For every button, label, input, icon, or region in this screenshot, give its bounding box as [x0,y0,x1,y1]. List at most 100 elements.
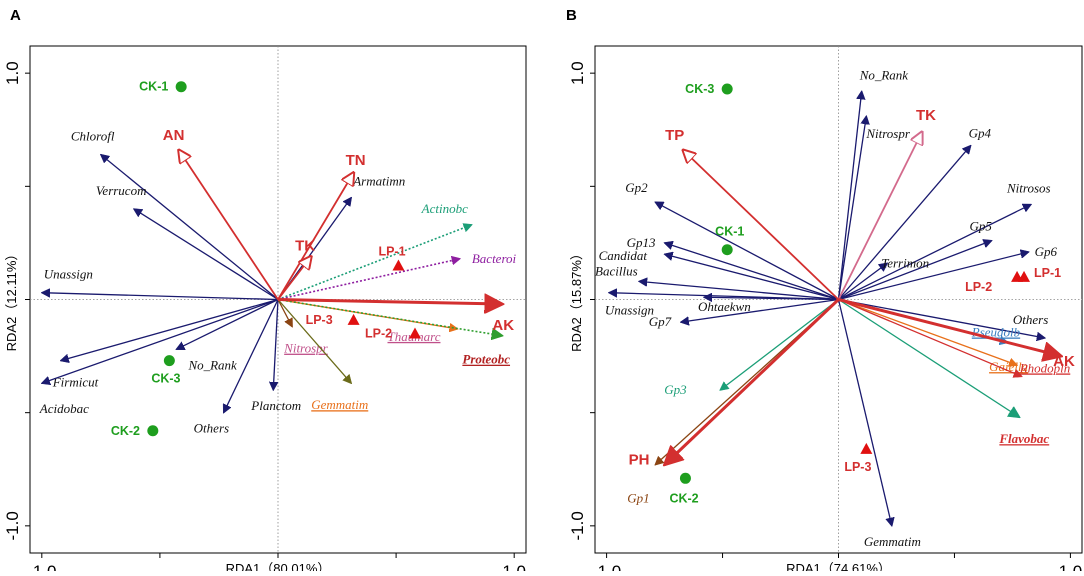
x-tick-label: -1.0 [27,562,56,571]
species-arrow-gp4 [838,146,971,300]
species-arrow-nitrospr [837,116,867,300]
sample-label-ck-2: CK-2 [111,424,140,438]
env-label-an: AN [163,127,185,144]
x-axis-label: RDA1（80.01%） [226,561,331,571]
species-arrow-firmicut [61,298,279,361]
species-label-proteobc: Proteobc [462,352,510,367]
species-label-terrimon: Terrimon [881,255,929,270]
species-arrow-gp5 [838,241,992,301]
sample-label-lp-3: LP-3 [844,460,871,474]
species-arrow-gemmatim [837,299,892,526]
sample-point-ck-3 [721,83,733,95]
env-arrow-tk [837,132,922,300]
species-label-bacillus: Bacillus [595,263,638,278]
species-label-acidobac: Acidobac [39,401,89,416]
sample-point-lp-2 [1011,270,1024,282]
species-label-gp5: Gp5 [970,219,993,234]
species-arrow-rhodopln [838,298,1022,377]
sample-point-ck-1 [175,81,187,93]
env-label-tn: TN [346,152,366,169]
species-arrow-bacteroi [277,259,460,301]
sample-label-lp-3: LP-3 [306,313,333,327]
species-arrow-gp6 [838,252,1029,301]
species-label-others: Others [194,421,229,436]
sample-label-ck-1: CK-1 [139,80,168,94]
species-label-actinobc: Actinobc [421,201,468,216]
species-label-verrucom: Verrucom [96,183,147,198]
species-label-gemmatim: Gemmatim [864,534,921,549]
species-arrow-thaumarc [277,298,458,329]
species-label-nitrospr: Nitrospr [283,341,329,356]
species-arrow-bacillus [639,281,839,301]
y-tick-label: -1.0 [568,511,587,540]
sample-point-lp-3 [860,442,873,454]
species-arrow-nitrosos [838,204,1031,301]
sample-label-ck-3: CK-3 [685,82,714,96]
sample-label-lp-2: LP-2 [365,326,392,340]
y-tick-label: 1.0 [568,61,587,85]
species-arrow-gp2 [655,202,839,301]
species-label-others: Others [1013,312,1048,327]
species-arrow-no-rank [176,298,279,350]
species-label-no-rank: No_Rank [187,357,237,372]
species-label-nitrospr: Nitrospr [865,126,911,141]
sample-label-ck-1: CK-1 [715,225,744,239]
species-label-unassign: Unassign [605,303,654,318]
env-label-tk: TK [295,237,315,254]
species-label-gp6: Gp6 [1035,244,1058,259]
species-label-gp2: Gp2 [625,180,648,195]
species-label-gp1: Gp1 [627,491,649,506]
species-arrow-nitrospr [277,299,292,327]
sample-label-lp-2: LP-2 [965,280,992,294]
panel-label-a: A [10,7,21,24]
x-tick-label: 1.0 [502,562,526,571]
species-arrow-actinobc [277,225,472,301]
env-arrow-tk [277,256,311,301]
env-label-tk: TK [916,107,936,124]
y-tick-label: 1.0 [3,61,22,85]
x-axis-label: RDA1（74.61%） [786,561,891,571]
species-label-bacteroi: Bacteroi [472,251,517,266]
species-arrow-gaiella [838,298,1018,366]
env-arrow-an [179,150,279,300]
species-arrow-gp3 [720,298,839,391]
env-arrow-tp [683,150,840,301]
species-arrow-planctom [273,299,279,391]
species-arrow-others [838,298,1045,338]
y-axis-label: RDA2（12.11%） [4,248,19,352]
sample-point-ck-3 [163,355,175,367]
species-arrow-chlorofl [101,155,279,301]
panel-b: B -1.0 1.0 1.0 -1.0 RDA1（74.61%） RDA2（15.87%） N… [566,7,1083,576]
species-label-gp13: Gp13 [627,235,656,250]
species-label-gp3: Gp3 [664,382,687,397]
species-arrow-gemmatim [277,299,351,384]
sample-point-lp-3 [347,313,360,325]
sample-label-lp-1: LP-1 [1034,266,1061,280]
species-arrow-candidat [665,254,839,301]
species-label-gp4: Gp4 [969,126,992,141]
panel-label-b: B [566,7,577,24]
species-label-planctom: Planctom [250,398,301,413]
species-label-no-rank: No_Rank [859,67,909,82]
species-label-rhodopln: Rhodopln [1019,360,1071,375]
env-label-ph: PH [629,452,650,469]
species-arrow-ohtaekwn [704,297,839,299]
species-label-ohtaekwn: Ohtaekwn [698,299,751,314]
species-label-firmicut: Firmicut [52,375,99,390]
species-arrow-gp13 [665,243,839,301]
sample-point-ck-2 [147,425,159,437]
species-arrow-flavobac [838,298,1020,418]
sample-point-lp-2 [408,327,421,339]
sample-label-ck-3: CK-3 [151,372,180,386]
env-label-ak: AK [492,317,514,334]
y-tick-label: -1.0 [3,511,22,540]
env-arrow-ak [277,300,502,305]
species-arrow-acidobac [42,298,279,384]
species-arrow-unassign [42,293,279,301]
species-label-nitrosos: Nitrosos [1006,180,1051,195]
species-label-gemmatim: Gemmatim [311,397,368,412]
species-arrow-proteobc [277,298,502,336]
species-arrow-terrimon [838,263,888,301]
